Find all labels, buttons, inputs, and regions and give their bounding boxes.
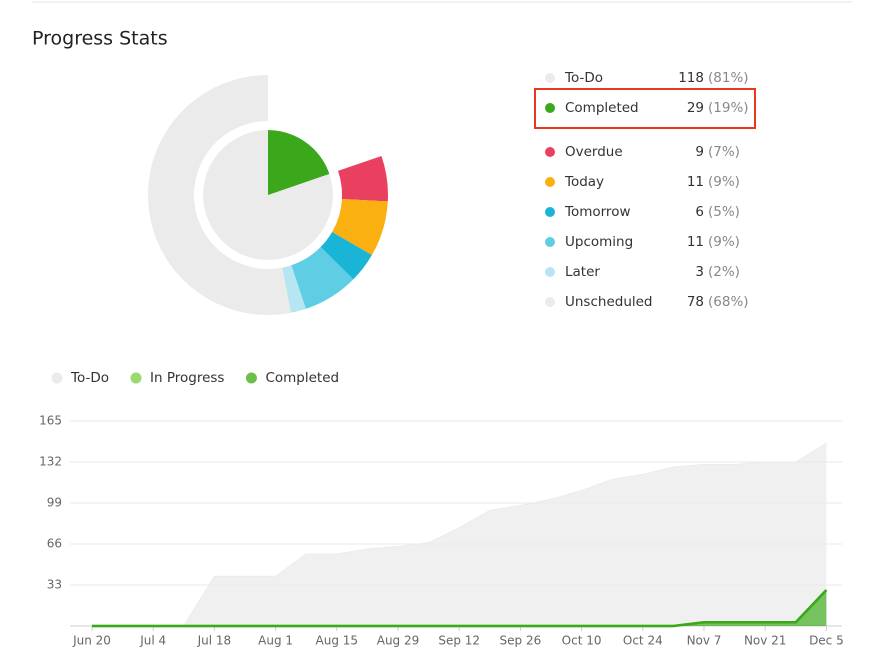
legend-dot [545,73,555,83]
legend-value: 118 [678,70,704,86]
legend-share: (9%) [708,234,740,250]
y-tick-label: 99 [47,496,62,510]
x-tick-label: Nov 21 [744,634,787,648]
legend-value: 3 [695,264,704,280]
legend-dot [545,297,555,307]
ring-segment [291,247,354,309]
x-tick-label: Aug 15 [316,634,359,648]
area-line [92,589,828,628]
legend-label: Later [565,264,600,280]
legend-dot [51,372,63,384]
legend-label: Completed [265,370,339,386]
x-tick-label: Aug 29 [377,634,420,648]
legend-label: Completed [565,100,639,116]
legend-label: To-Do [564,70,603,86]
x-tick-label: Aug 1 [258,634,293,648]
legend-label: Overdue [565,144,623,160]
y-tick-label: 132 [39,455,62,469]
ring-segment [332,198,388,255]
area-line [92,442,827,627]
ring-segment [337,155,388,202]
x-tick-label: Nov 7 [687,634,722,648]
x-tick-label: Jul 18 [197,634,232,648]
widget-title: Progress Stats [32,28,168,50]
x-tick-label: Dec 5 [809,634,844,648]
area-fill [92,443,827,626]
legend-label: Tomorrow [564,204,631,220]
y-tick-label: 165 [39,414,62,428]
legend-label: To-Do [70,370,109,386]
legend-value: 11 [687,174,704,190]
pie-gap [196,123,340,267]
ring-segment [320,232,372,280]
legend-dot [545,147,555,157]
legend-label: Upcoming [565,234,633,250]
legend-label: In Progress [150,370,224,386]
legend-dot [245,372,257,384]
legend-value: 6 [695,204,704,220]
legend-label: Unscheduled [565,294,653,310]
ring-segment [148,75,291,315]
legend-dot [545,103,555,113]
legend-share: (7%) [708,144,740,160]
legend-value: 9 [695,144,704,160]
x-tick-label: Sep 12 [438,634,480,648]
legend-share: (81%) [708,70,749,86]
legend-label: Today [564,174,604,190]
legend-value: 78 [687,294,704,310]
legend-dot [545,177,555,187]
legend-value: 29 [687,100,704,116]
ring-segment [282,265,306,313]
x-tick-label: Jul 4 [139,634,166,648]
legend-share: (19%) [708,100,749,116]
legend-dot [545,237,555,247]
x-tick-label: Sep 26 [500,634,542,648]
y-tick-label: 66 [47,537,62,551]
legend-share: (9%) [708,174,740,190]
legend-share: (2%) [708,264,740,280]
legend-value: 11 [687,234,704,250]
legend-dot [545,267,555,277]
legend-dot [545,207,555,217]
legend-share: (5%) [708,204,740,220]
x-tick-label: Oct 10 [562,634,602,648]
y-tick-label: 33 [47,578,62,592]
legend-dot [130,372,142,384]
x-tick-label: Jun 20 [72,634,111,648]
highlight-box [534,88,756,129]
legend-share: (68%) [708,294,749,310]
pie-slice [268,130,330,195]
x-tick-label: Oct 24 [623,634,663,648]
